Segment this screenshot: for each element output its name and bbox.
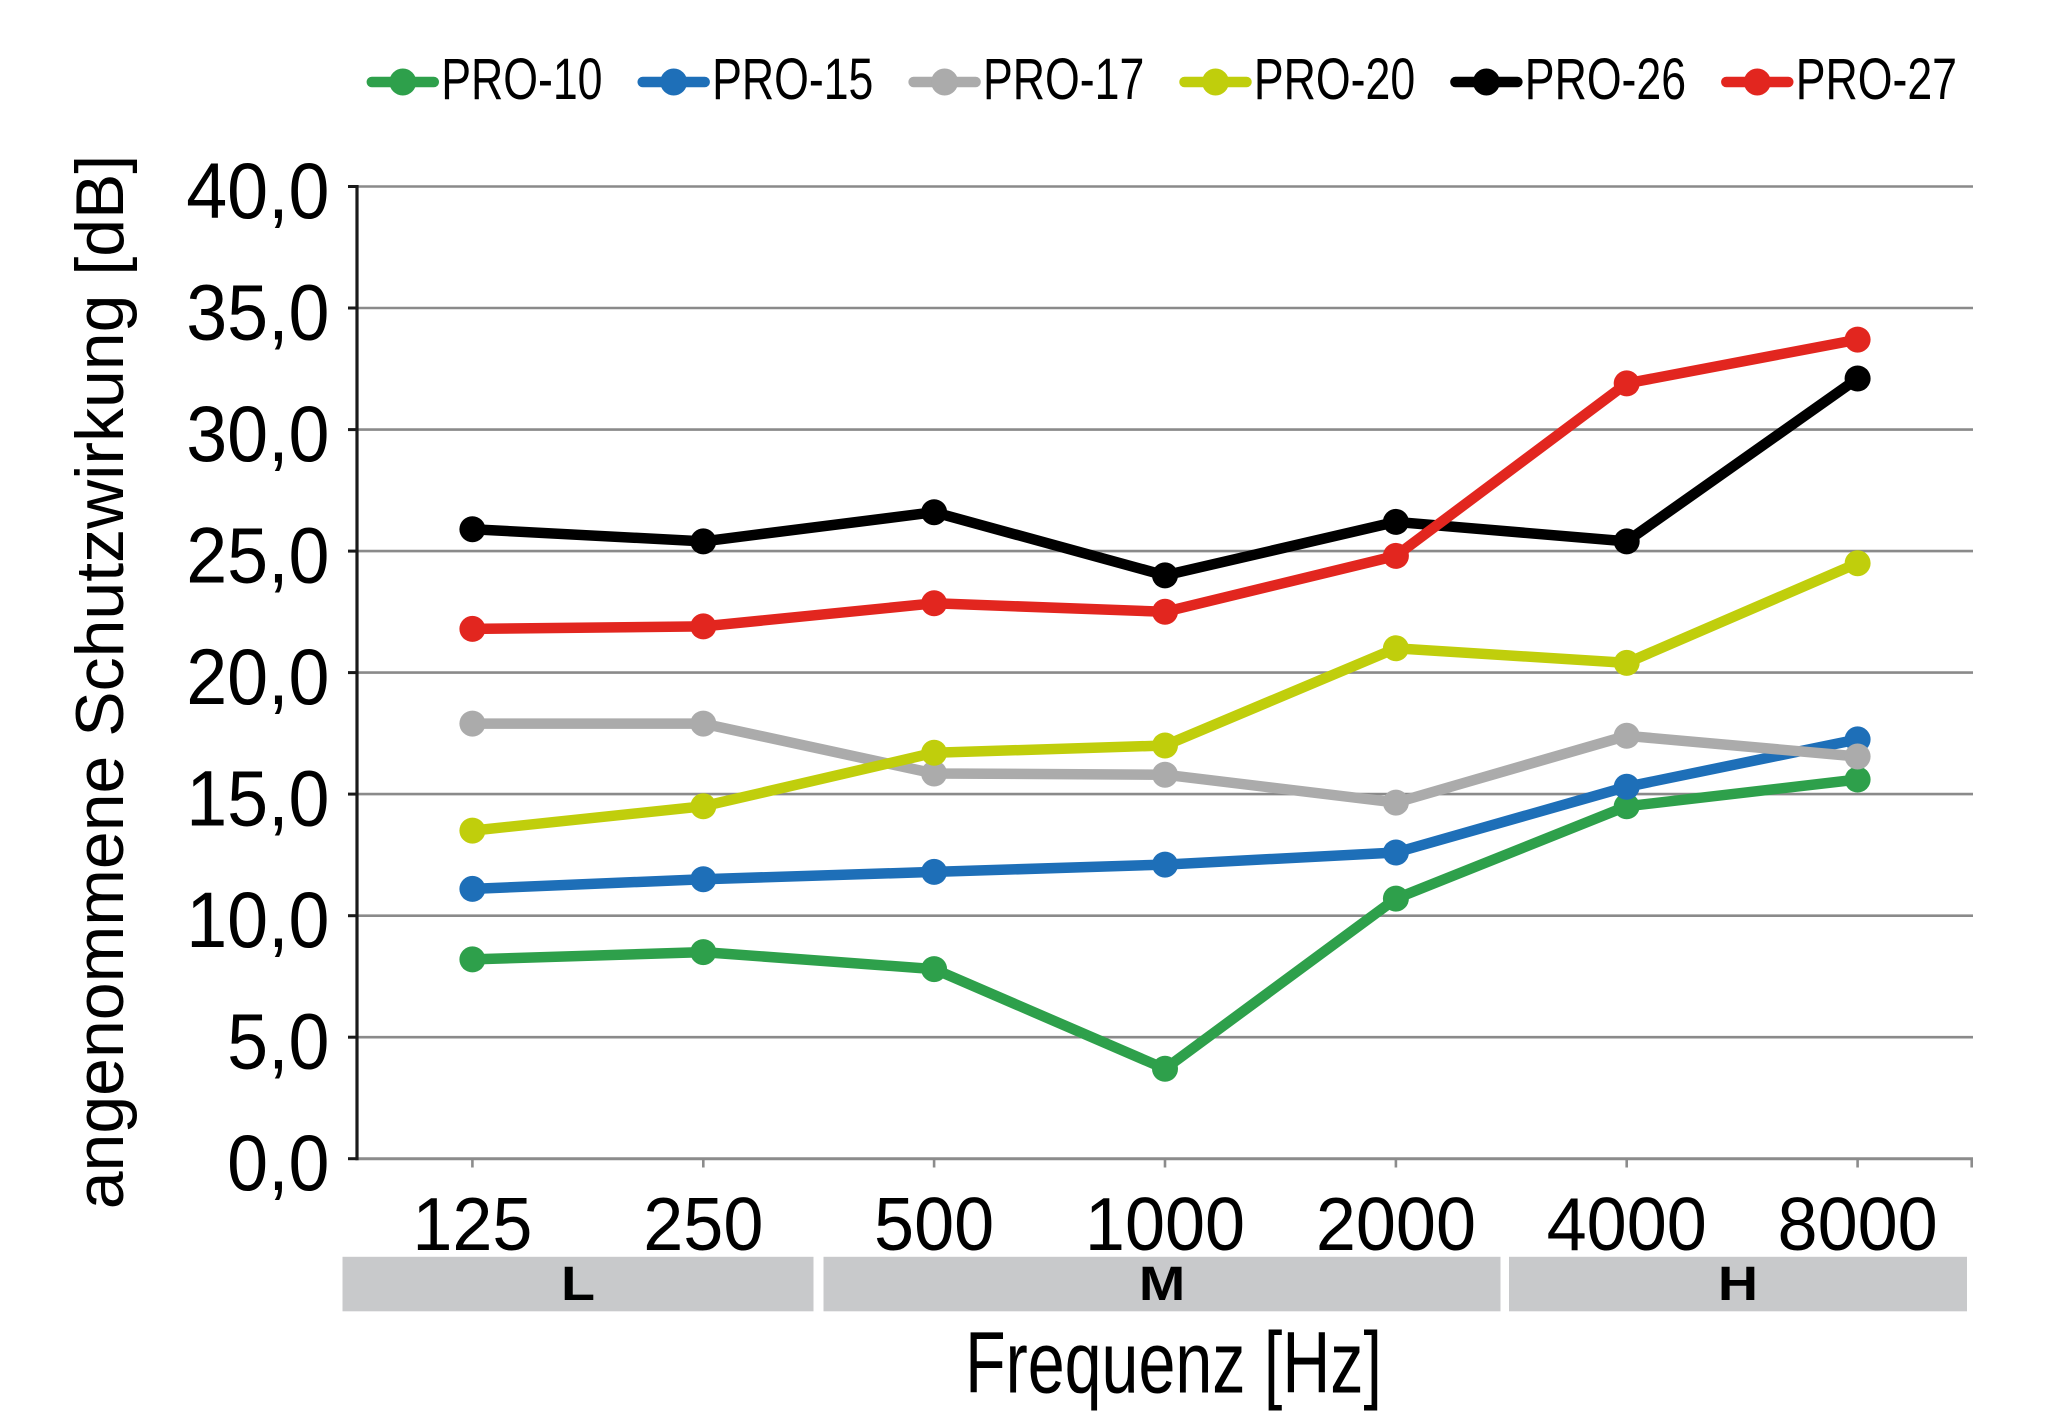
svg-text:40,0: 40,0	[186, 148, 329, 236]
svg-text:PRO-17: PRO-17	[983, 46, 1144, 111]
svg-text:PRO-26: PRO-26	[1525, 46, 1686, 111]
svg-text:PRO-15: PRO-15	[712, 46, 873, 111]
svg-text:L: L	[561, 1258, 595, 1312]
svg-text:PRO-10: PRO-10	[441, 46, 602, 111]
svg-text:4000: 4000	[1547, 1182, 1707, 1267]
svg-text:1000: 1000	[1085, 1182, 1245, 1267]
svg-text:500: 500	[874, 1182, 994, 1267]
svg-text:5,0: 5,0	[227, 998, 329, 1086]
svg-text:20,0: 20,0	[186, 634, 329, 722]
svg-text:PRO-27: PRO-27	[1796, 46, 1957, 111]
svg-text:250: 250	[643, 1182, 763, 1267]
svg-text:M: M	[1139, 1258, 1185, 1312]
svg-text:2000: 2000	[1316, 1182, 1476, 1267]
svg-text:PRO-20: PRO-20	[1254, 46, 1415, 111]
svg-text:125: 125	[412, 1182, 532, 1267]
svg-text:0,0: 0,0	[227, 1120, 329, 1208]
svg-text:35,0: 35,0	[186, 269, 329, 357]
svg-text:angenommene Schutzwirkung [dB]: angenommene Schutzwirkung [dB]	[62, 155, 138, 1210]
svg-text:10,0: 10,0	[186, 877, 329, 965]
svg-text:H: H	[1718, 1258, 1758, 1312]
svg-text:Frequenz [Hz]: Frequenz [Hz]	[965, 1315, 1382, 1412]
svg-text:15,0: 15,0	[186, 755, 329, 843]
svg-text:25,0: 25,0	[186, 512, 329, 600]
svg-text:30,0: 30,0	[186, 391, 329, 479]
svg-text:8000: 8000	[1778, 1182, 1938, 1267]
